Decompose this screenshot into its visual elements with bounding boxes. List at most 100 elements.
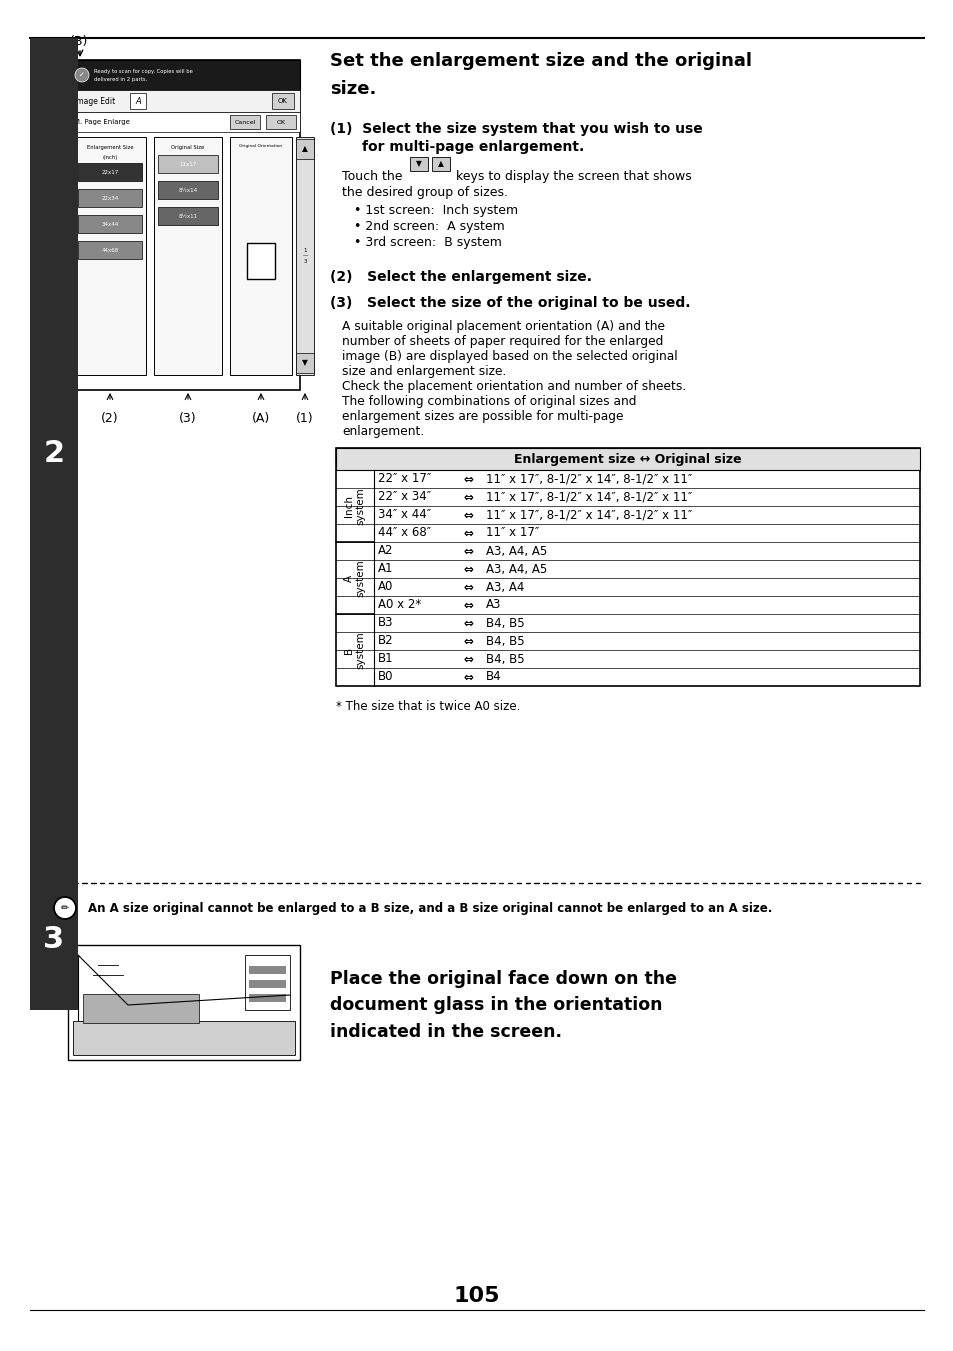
Text: (3): (3) [179, 412, 196, 426]
Bar [230, 115, 260, 128]
Text: Enlargement Size: Enlargement Size [87, 145, 133, 150]
Text: A3, A4, A5: A3, A4, A5 [485, 562, 547, 576]
Text: 11″ x 17″, 8-1/2″ x 14″, 8-1/2″ x 11″: 11″ x 17″, 8-1/2″ x 14″, 8-1/2″ x 11″ [485, 508, 692, 521]
Text: 105: 105 [454, 1286, 499, 1306]
Text: ⇔: ⇔ [462, 635, 473, 647]
Bar [249, 966, 286, 974]
Text: number of sheets of paper required for the enlarged: number of sheets of paper required for t… [341, 335, 662, 349]
Bar [158, 155, 218, 173]
Text: A2: A2 [377, 544, 393, 558]
Text: OK: OK [276, 119, 285, 124]
Bar [30, 38, 78, 870]
Text: keys to display the screen that shows: keys to display the screen that shows [456, 170, 691, 182]
Text: (1)  Select the size system that you wish to use: (1) Select the size system that you wish… [330, 122, 702, 136]
Text: 1
—
3: 1 — 3 [302, 247, 308, 265]
Bar [78, 240, 142, 259]
Bar [83, 994, 199, 1023]
Bar [78, 215, 142, 232]
Bar [73, 1020, 294, 1055]
Text: ⇔: ⇔ [462, 508, 473, 521]
Text: ⇔: ⇔ [462, 562, 473, 576]
Text: B4, B5: B4, B5 [485, 635, 524, 647]
Text: Original Size: Original Size [172, 145, 204, 150]
Text: ⇔: ⇔ [462, 473, 473, 485]
Text: 44″ x 68″: 44″ x 68″ [377, 527, 431, 539]
Bar [78, 163, 142, 181]
Text: 11″ x 17″: 11″ x 17″ [485, 527, 538, 539]
Text: (3)   Select the size of the original to be used.: (3) Select the size of the original to b… [330, 296, 690, 309]
Text: (2)   Select the enlargement size.: (2) Select the enlargement size. [330, 270, 592, 284]
Text: M. Page Enlarge: M. Page Enlarge [74, 119, 130, 126]
Bar [335, 449, 919, 470]
Bar [153, 136, 222, 376]
Bar [266, 115, 295, 128]
Text: 8½x11: 8½x11 [178, 213, 197, 219]
Bar [249, 979, 286, 988]
Text: Inch
system: Inch system [344, 488, 365, 526]
Bar [68, 112, 299, 132]
Bar [245, 955, 290, 1011]
Text: A3, A4: A3, A4 [485, 581, 524, 593]
Text: • 2nd screen:  A system: • 2nd screen: A system [354, 220, 504, 232]
Text: Set the enlargement size and the original: Set the enlargement size and the origina… [330, 51, 751, 70]
Text: B0: B0 [377, 670, 393, 684]
Text: B4, B5: B4, B5 [485, 616, 524, 630]
Bar [230, 136, 292, 376]
Text: OK: OK [277, 99, 288, 104]
Bar [130, 93, 146, 109]
Text: ▼: ▼ [302, 358, 308, 367]
Text: (Inch): (Inch) [102, 155, 117, 159]
Text: ⇔: ⇔ [462, 670, 473, 684]
Text: Cancel: Cancel [234, 119, 255, 124]
Text: 11″ x 17″, 8-1/2″ x 14″, 8-1/2″ x 11″: 11″ x 17″, 8-1/2″ x 14″, 8-1/2″ x 11″ [485, 490, 692, 504]
Text: ⇔: ⇔ [462, 490, 473, 504]
Text: The following combinations of original sizes and: The following combinations of original s… [341, 394, 636, 408]
Bar [249, 994, 286, 1002]
Bar [68, 59, 299, 390]
Text: (2): (2) [101, 412, 119, 426]
Bar [335, 449, 919, 686]
Bar [272, 93, 294, 109]
Bar [295, 136, 314, 376]
Text: ⇔: ⇔ [462, 653, 473, 666]
Text: ⇔: ⇔ [462, 544, 473, 558]
Circle shape [75, 68, 89, 82]
Text: image (B) are displayed based on the selected original: image (B) are displayed based on the sel… [341, 350, 677, 363]
Text: 22″ x 17″: 22″ x 17″ [377, 473, 431, 485]
Text: 11″ x 17″, 8-1/2″ x 14″, 8-1/2″ x 11″: 11″ x 17″, 8-1/2″ x 14″, 8-1/2″ x 11″ [485, 473, 692, 485]
Text: Ready to scan for copy. Copies will be: Ready to scan for copy. Copies will be [94, 69, 193, 73]
Text: B3: B3 [377, 616, 393, 630]
Bar [295, 139, 314, 159]
Text: A0 x 2*: A0 x 2* [377, 598, 421, 612]
Text: B4, B5: B4, B5 [485, 653, 524, 666]
Text: size and enlargement size.: size and enlargement size. [341, 365, 506, 378]
Circle shape [54, 897, 76, 919]
Bar [68, 59, 299, 91]
Bar [410, 157, 428, 172]
Text: ▲: ▲ [302, 145, 308, 154]
Text: ✏: ✏ [61, 902, 69, 913]
Text: ⇔: ⇔ [462, 581, 473, 593]
Bar [74, 136, 146, 376]
Text: A1: A1 [377, 562, 393, 576]
Text: 11x17: 11x17 [179, 162, 196, 166]
Text: 22″ x 34″: 22″ x 34″ [377, 490, 431, 504]
Text: ⇔: ⇔ [462, 616, 473, 630]
Text: ✓: ✓ [79, 72, 85, 78]
Text: for multi-page enlargement.: for multi-page enlargement. [361, 141, 583, 154]
Bar [68, 91, 299, 112]
Text: * The size that is twice A0 size.: * The size that is twice A0 size. [335, 700, 519, 713]
Text: 44x68: 44x68 [101, 247, 118, 253]
Text: B
system: B system [344, 631, 365, 669]
Text: A3: A3 [485, 598, 501, 612]
Text: 8½x14: 8½x14 [178, 188, 197, 192]
Bar [158, 207, 218, 226]
Text: Touch the: Touch the [341, 170, 402, 182]
Text: A: A [135, 96, 141, 105]
Text: the desired group of sizes.: the desired group of sizes. [341, 186, 507, 199]
Text: (A): (A) [252, 412, 270, 426]
Text: 2: 2 [44, 439, 65, 469]
Text: enlargement sizes are possible for multi-page: enlargement sizes are possible for multi… [341, 409, 623, 423]
Text: B2: B2 [377, 635, 394, 647]
Text: size.: size. [330, 80, 376, 99]
